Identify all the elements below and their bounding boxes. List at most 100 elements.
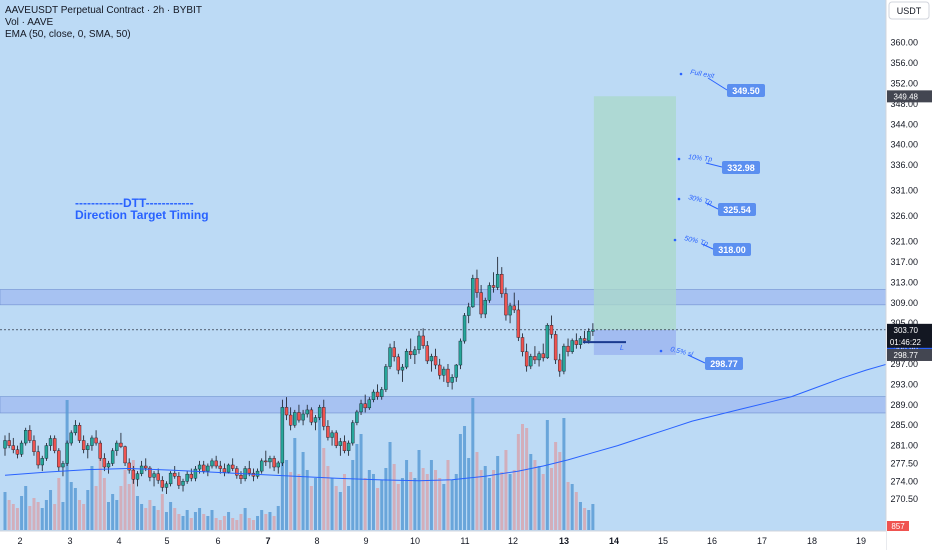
candle-body bbox=[545, 325, 550, 359]
date-tick-label: 16 bbox=[707, 536, 717, 546]
date-tick-label: 2 bbox=[17, 536, 22, 546]
candle-body bbox=[280, 407, 285, 464]
horizontal-zone[interactable] bbox=[0, 396, 887, 414]
candle bbox=[173, 466, 177, 479]
target-connector bbox=[705, 162, 723, 168]
volume-bar bbox=[558, 452, 562, 530]
candle-body bbox=[86, 445, 90, 450]
volume-legend: Vol · AAVE bbox=[5, 17, 54, 28]
candle-body bbox=[139, 465, 144, 474]
volume-bar bbox=[61, 502, 65, 530]
date-tick-label: 12 bbox=[508, 536, 518, 546]
candle bbox=[355, 409, 359, 426]
candle bbox=[438, 358, 442, 380]
candlesticks bbox=[3, 256, 595, 495]
candle bbox=[15, 445, 20, 459]
candle bbox=[388, 343, 392, 370]
candle bbox=[446, 364, 450, 387]
candle bbox=[429, 353, 434, 372]
price-badge bbox=[887, 348, 932, 361]
candle-body bbox=[110, 450, 115, 464]
target-dot bbox=[677, 197, 681, 201]
candle bbox=[495, 256, 500, 291]
volume-bar bbox=[583, 508, 587, 530]
candle-body bbox=[222, 468, 227, 473]
volume-bar bbox=[15, 508, 19, 530]
candle bbox=[516, 300, 521, 342]
candle-body bbox=[284, 407, 289, 416]
currency-button[interactable] bbox=[888, 1, 930, 20]
target-price: 325.54 bbox=[723, 205, 751, 215]
candle-body bbox=[326, 426, 330, 438]
volume-bar bbox=[285, 460, 289, 530]
volume-bar bbox=[442, 484, 446, 530]
date-tick-label: 4 bbox=[116, 536, 121, 546]
volume-bar bbox=[413, 478, 417, 530]
target-dot bbox=[679, 72, 683, 76]
volume-bar bbox=[537, 466, 541, 530]
volume-bar bbox=[119, 486, 123, 530]
candle-body bbox=[164, 483, 169, 488]
candle bbox=[326, 420, 330, 441]
target-connector bbox=[687, 354, 706, 364]
candle bbox=[549, 315, 554, 339]
candle-body bbox=[259, 460, 264, 472]
target-annotation[interactable]: Full exit 349.50 bbox=[679, 69, 765, 97]
time-axis[interactable] bbox=[0, 531, 886, 550]
volume-bar bbox=[177, 514, 181, 530]
price-tick-label: 340.00 bbox=[890, 140, 918, 150]
volume-bar bbox=[111, 494, 115, 530]
candle-body bbox=[524, 351, 529, 367]
candle bbox=[61, 460, 65, 477]
candle-body bbox=[94, 437, 98, 444]
candle-body bbox=[36, 451, 40, 466]
candle-body bbox=[367, 399, 372, 409]
candle-body bbox=[529, 356, 533, 367]
volume-bar bbox=[574, 492, 578, 530]
candle-body bbox=[491, 285, 496, 288]
volume-bar bbox=[297, 474, 301, 530]
candle bbox=[400, 364, 405, 382]
volume-bar bbox=[458, 434, 462, 530]
price-tick-label: 321.00 bbox=[890, 237, 918, 247]
price-tick-label: 352.00 bbox=[890, 79, 918, 89]
volume-bar bbox=[467, 458, 471, 530]
target-price-badge[interactable] bbox=[722, 161, 760, 174]
target-price-badge[interactable] bbox=[705, 357, 743, 370]
candle bbox=[322, 399, 326, 431]
candle-body bbox=[32, 440, 36, 452]
candle bbox=[458, 338, 463, 370]
candle bbox=[591, 323, 595, 336]
volume-bar bbox=[7, 500, 11, 530]
price-tick-label: 285.00 bbox=[890, 420, 918, 430]
volume-bar bbox=[272, 516, 276, 530]
date-tick-label: 3 bbox=[67, 536, 72, 546]
candle-body bbox=[127, 462, 131, 471]
candle-body bbox=[288, 414, 293, 426]
target-price-badge[interactable] bbox=[718, 203, 756, 216]
candle-body bbox=[61, 463, 65, 468]
volume-bar bbox=[330, 478, 334, 530]
volume-bar bbox=[20, 496, 24, 530]
volume-bar bbox=[210, 510, 214, 530]
price-tick-label: 309.00 bbox=[890, 298, 918, 308]
target-annotation[interactable]: 10% Tp 332.98 bbox=[677, 154, 760, 174]
volume-bar bbox=[144, 508, 148, 530]
volume-bar bbox=[487, 478, 491, 530]
candle bbox=[553, 330, 558, 364]
target-price-badge[interactable] bbox=[727, 84, 765, 97]
target-price-badge[interactable] bbox=[713, 243, 751, 256]
volume-bar bbox=[44, 500, 48, 530]
last-price-label: 303.70 bbox=[894, 326, 919, 335]
take-profit-zone[interactable] bbox=[593, 96, 676, 330]
horizontal-zone[interactable] bbox=[0, 289, 887, 306]
candle bbox=[218, 460, 222, 474]
candle-body bbox=[404, 351, 409, 368]
price-tick-label: 348.00 bbox=[890, 99, 918, 109]
candle bbox=[19, 440, 24, 457]
candle-body bbox=[392, 347, 396, 358]
plot-background bbox=[0, 0, 886, 531]
candle-body bbox=[371, 391, 376, 400]
volume-bar bbox=[40, 508, 44, 530]
